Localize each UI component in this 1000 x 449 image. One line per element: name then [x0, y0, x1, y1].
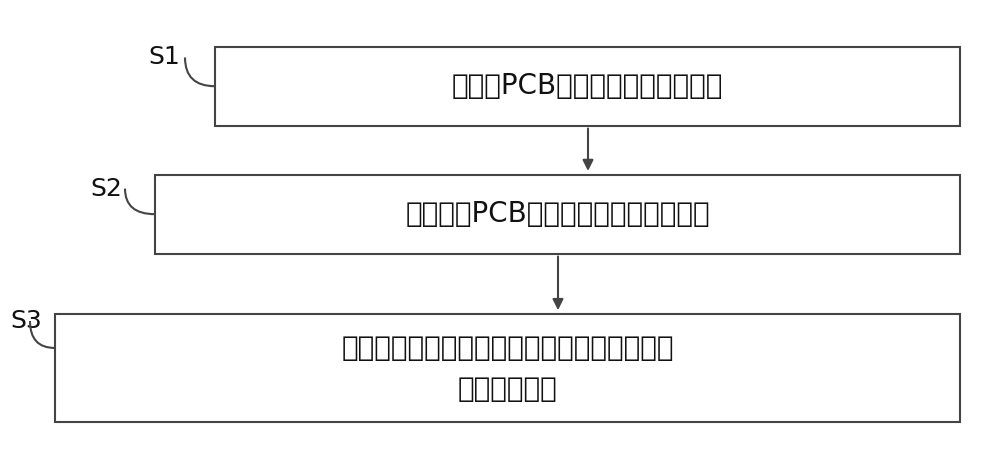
Text: S3: S3 — [10, 309, 42, 333]
FancyBboxPatch shape — [155, 175, 960, 254]
FancyBboxPatch shape — [55, 314, 960, 422]
Text: S2: S2 — [90, 176, 122, 201]
FancyBboxPatch shape — [215, 47, 960, 126]
Text: S1: S1 — [148, 45, 180, 70]
Text: 将记录的时间与预定时间对比，根据对比结果
采取相应措施: 将记录的时间与预定时间对比，根据对比结果 采取相应措施 — [341, 334, 674, 403]
Text: 记录每个PCB板进入各加工工站的时间: 记录每个PCB板进入各加工工站的时间 — [405, 200, 710, 229]
Text: 将每个PCB板进行身份区别并标记: 将每个PCB板进行身份区别并标记 — [452, 72, 723, 101]
